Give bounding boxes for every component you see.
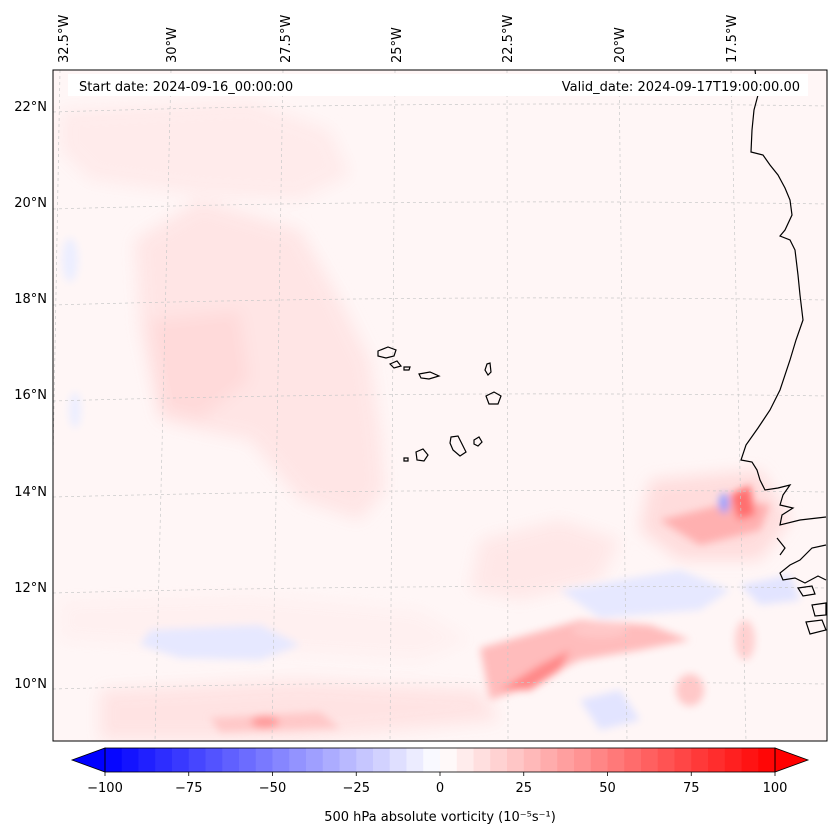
lat-label: 18°N [14,292,47,307]
colorbar-tick-label: 50 [599,781,616,796]
colorbar-tick-label: −50 [259,781,286,796]
colorbar-segment [440,748,458,772]
colorbar-segment [473,748,491,772]
colorbar-tick-label: 100 [763,781,788,796]
colorbar-segment [624,748,642,772]
vorticity-field [60,100,800,740]
gridlines [53,70,827,741]
colorbar-label: 500 hPa absolute vorticity (10⁻⁵s⁻¹) [324,810,556,825]
guinea-bissau-coast [779,544,827,584]
colorbar-segment [724,748,742,772]
colorbar-segment [339,748,357,772]
island-sal [484,362,492,376]
lon-label: 22.5°W [501,15,516,63]
colorbar-segment [255,748,273,772]
colorbar-segment [155,748,173,772]
colorbar-segment [557,748,575,772]
colorbar-segment [272,748,290,772]
longitude-labels: 32.5°W 30°W 27.5°W 25°W 22.5°W 20°W 17.5… [57,15,740,63]
start-date-text: Start date: 2024-09-16_00:00:00 [79,80,293,95]
colorbar-segment [389,748,407,772]
colorbar-segment [590,748,608,772]
colorbar-segment [373,748,391,772]
colorbar-segment [674,748,692,772]
latitude-labels: 22°N 20°N 18°N 16°N 14°N 12°N 10°N [14,100,47,692]
colorbar-ticks: −100 −75 −50 −25 0 25 50 75 100 [87,772,787,796]
colorbar-segment [423,748,441,772]
island-boa-vista [485,391,502,405]
colorbar-segment [741,748,759,772]
colorbar-segment [607,748,625,772]
island-sao-vicente [388,360,403,369]
valid-date-text: Valid_date: 2024-09-17T19:00:00.00 [562,80,800,95]
colorbar-tick-label: −25 [343,781,370,796]
colorbar-segment [205,748,223,772]
island-santiago [449,435,467,457]
colorbar-tick-label: 25 [515,781,532,796]
colorbar-tick-label: 0 [436,781,444,796]
colorbar-segment [188,748,206,772]
colorbar: −100 −75 −50 −25 0 25 50 75 100 500 hPa absolute… [70,747,810,825]
lat-label: 22°N [14,100,47,115]
colorbar-extend-max [774,747,810,773]
colorbar-segment [574,748,592,772]
island-maio [473,436,483,447]
colorbar-segment [540,748,558,772]
colorbar-segment [172,748,190,772]
lon-label: 20°W [613,27,628,63]
african-coastline [740,70,827,526]
colorbar-segment [490,748,508,772]
colorbar-segment [523,748,541,772]
map-frame [52,69,828,742]
lon-label: 27.5°W [279,15,294,63]
lat-label: 12°N [14,581,47,596]
colorbar-segments [105,748,776,772]
coastlines [740,70,827,635]
colorbar-segment [105,748,123,772]
colorbar-extend-min [70,747,106,773]
island-brava [403,457,409,462]
lat-label: 10°N [14,677,47,692]
colorbar-segment [306,748,324,772]
lat-label: 14°N [14,485,47,500]
lon-label: 30°W [165,27,180,63]
colorbar-segment [289,748,307,772]
colorbar-segment [641,748,659,772]
lat-label: 16°N [14,388,47,403]
colorbar-segment [121,748,139,772]
colorbar-segment [758,748,776,772]
lon-label: 25°W [390,27,405,63]
cape-verde-islands [377,346,502,462]
colorbar-segment [406,748,424,772]
colorbar-segment [657,748,675,772]
lat-label: 20°N [14,196,47,211]
colorbar-segment [239,748,257,772]
colorbar-segment [507,748,525,772]
colorbar-segment [708,748,726,772]
colorbar-tick-label: −100 [87,781,123,796]
lon-label: 17.5°W [725,15,740,63]
island-santa-luzia [403,366,411,371]
colorbar-segment [356,748,374,772]
colorbar-segment [138,748,156,772]
colorbar-segment [322,748,340,772]
coastal-islands [797,585,827,635]
lon-label: 32.5°W [57,15,72,63]
map-panel: Start date: 2024-09-16_00:00:00 Valid_da… [53,70,827,741]
colorbar-segment [691,748,709,772]
date-banner [68,74,808,96]
island-fogo [415,448,429,462]
colorbar-tick-label: 75 [683,781,700,796]
colorbar-segment [222,748,240,772]
island-sao-nicolau [418,371,441,380]
colorbar-segment [456,748,474,772]
island-santo-antao [377,346,397,359]
colorbar-tick-label: −75 [175,781,202,796]
